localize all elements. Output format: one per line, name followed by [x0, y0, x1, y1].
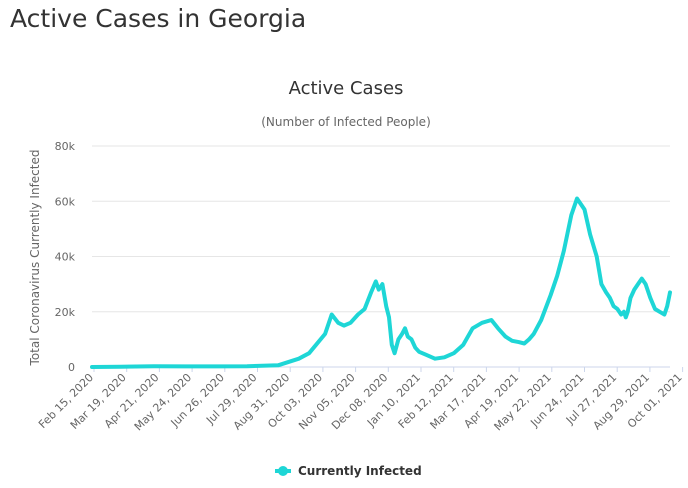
chart-subtitle: (Number of Infected People) — [261, 115, 431, 129]
series-layer — [90, 196, 672, 369]
series-line-currently-infected[interactable] — [90, 196, 672, 369]
x-tick-label: Feb 15, 2020 — [36, 371, 96, 431]
legend[interactable]: Currently Infected — [275, 464, 422, 478]
y-tick-label: 20k — [55, 306, 76, 319]
x-tick-label: May 24, 2020 — [132, 371, 194, 433]
legend-label-currently-infected[interactable]: Currently Infected — [298, 464, 422, 478]
y-axis-ticks: 0 20k 40k 60k 80k — [55, 140, 76, 374]
chart-title: Active Cases — [289, 78, 404, 99]
y-axis-title: Total Coronavirus Currently Infected — [28, 150, 42, 367]
y-tick-label: 80k — [55, 140, 76, 153]
gridlines — [92, 145, 670, 368]
y-tick-label: 40k — [55, 251, 76, 264]
y-tick-label: 0 — [68, 361, 75, 374]
x-tick-label: May 22, 2021 — [492, 371, 554, 433]
y-tick-label: 60k — [55, 195, 76, 208]
legend-marker — [278, 466, 288, 476]
page-title: Active Cases in Georgia — [10, 4, 307, 33]
